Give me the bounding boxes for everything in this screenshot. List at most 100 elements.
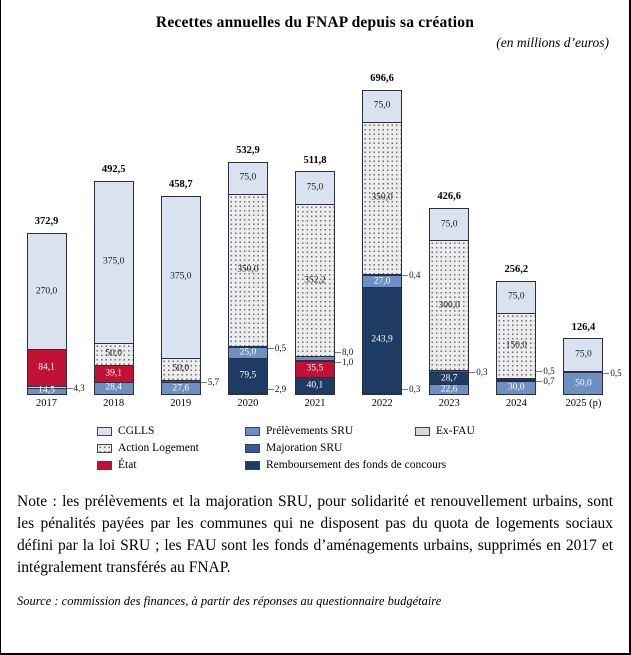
bar-total-label: 458,7 bbox=[168, 179, 193, 191]
bar-total-label: 126,4 bbox=[571, 321, 596, 333]
legend-swatch bbox=[97, 443, 112, 453]
bar-total-label: 492,5 bbox=[101, 164, 126, 176]
segment-cglls: 75,0 bbox=[564, 338, 603, 371]
segment-value-label: 50,0 bbox=[105, 348, 122, 359]
segment-value-label: 28,7 bbox=[440, 372, 458, 383]
bar-stack: 28,4 39,1 50,0 375,0 bbox=[93, 180, 134, 395]
x-axis-label: 2022 bbox=[371, 398, 393, 409]
segment-value-label: 350,0 bbox=[237, 264, 259, 275]
leader-line bbox=[334, 361, 341, 363]
legend-label: CGLLS bbox=[118, 425, 155, 437]
segment-cglls: 75,0 bbox=[363, 89, 402, 123]
leader-line bbox=[603, 372, 610, 374]
segment-value-label: 27,6 bbox=[172, 382, 190, 393]
segment-cglls: 270,0 bbox=[27, 232, 66, 350]
bar-stack: 50,0 75,0 bbox=[563, 338, 604, 395]
x-axis-label: 2020 bbox=[237, 398, 259, 409]
legend-swatch bbox=[245, 460, 260, 470]
bar-slot-2017: 14,5 84,1 270,0 4,3 372,9 bbox=[13, 51, 85, 396]
segment-side-label: 0,3 bbox=[402, 385, 420, 394]
bar-stack: 40,1 35,5 352,2 75,0 bbox=[294, 171, 335, 395]
legend-label: Remboursement des fonds de concours bbox=[266, 459, 447, 471]
x-axis-label: 2023 bbox=[438, 398, 460, 409]
segment-majoration_sru bbox=[228, 392, 267, 394]
segment-value-label: 39,1 bbox=[105, 367, 122, 378]
legend-item-cglls: CGLLS bbox=[97, 425, 245, 437]
legend-label: Prélèvements SRU bbox=[266, 425, 354, 437]
segment-value-label: 375,0 bbox=[102, 256, 125, 267]
segment-cglls: 375,0 bbox=[94, 180, 133, 344]
segment-value-label: 300,0 bbox=[438, 300, 460, 311]
segment-prelevements_sru: 27,6 bbox=[161, 382, 200, 394]
segment-prelevements_sru: 22,6 bbox=[430, 384, 469, 394]
segment-action_logement: 300,0 bbox=[430, 240, 469, 371]
segment-majoration_sru bbox=[295, 359, 334, 362]
legend-item-etat: État bbox=[97, 459, 245, 471]
bar-slot-2020: 79,5 25,0 350,0 75,0 2,9 0,5 532,9 bbox=[214, 51, 286, 395]
segment-prelevements_sru: 14,5 bbox=[27, 385, 66, 396]
bar-slot-2024: 30,0 150,0 75,0 0,7 0,5 256,2 bbox=[483, 51, 555, 395]
segment-value-label: 150,0 bbox=[505, 340, 527, 351]
segment-side-label: 4,3 bbox=[66, 383, 85, 393]
leader-line bbox=[536, 371, 543, 373]
segment-action_logement: 150,0 bbox=[497, 313, 536, 379]
bar-stack: 22,6 28,7 300,0 75,0 bbox=[429, 207, 470, 395]
legend: CGLLS Prélèvements SRU Ex-FAU Action Logeme… bbox=[97, 425, 629, 471]
bar-slot-2022: 243,9 27,0 350,0 75,0 0,3 0,4 696,6 bbox=[349, 51, 420, 395]
segment-value-label: 75,0 bbox=[373, 100, 391, 111]
x-axis-label: 2019 bbox=[170, 398, 192, 409]
segment-value-label: 75,0 bbox=[440, 218, 458, 229]
segment-value-label: 75,0 bbox=[508, 291, 525, 302]
x-axis-label: 2021 bbox=[304, 398, 326, 409]
legend-item-majoration_sru: Majoration SRU bbox=[245, 442, 415, 454]
segment-action_logement: 50,0 bbox=[94, 343, 133, 365]
leader-line bbox=[200, 381, 207, 383]
legend-swatch bbox=[245, 443, 260, 453]
leader-line bbox=[334, 351, 341, 353]
legend-item-action_logement: Action Logement bbox=[97, 442, 245, 454]
leader-line bbox=[267, 347, 274, 349]
segment-value-label: 50,0 bbox=[575, 377, 592, 388]
segment-cglls: 75,0 bbox=[430, 207, 469, 241]
x-axis-label: 2024 bbox=[505, 398, 527, 409]
segment-majoration_sru bbox=[497, 379, 536, 382]
bar-stack: 79,5 25,0 350,0 75,0 bbox=[227, 161, 268, 395]
segment-prelevements_sru: 25,0 bbox=[228, 347, 267, 359]
leader-line bbox=[267, 389, 274, 390]
legend-item-ex_fau: Ex-FAU bbox=[415, 425, 629, 437]
bar-total-label: 426,6 bbox=[437, 191, 462, 203]
legend-swatch bbox=[415, 426, 430, 436]
segment-side-label: 0,4 bbox=[402, 271, 420, 280]
segment-etat: 35,5 bbox=[295, 361, 334, 377]
bar-total-label: 511,8 bbox=[303, 154, 327, 166]
segment-value-label: 75,0 bbox=[575, 349, 592, 360]
segment-cglls: 375,0 bbox=[161, 195, 200, 358]
bar-stack: 27,6 50,0 375,0 bbox=[160, 195, 201, 395]
segment-cglls: 75,0 bbox=[497, 280, 536, 314]
segment-side-label: 0,5 bbox=[536, 367, 555, 376]
segment-value-label: 84,1 bbox=[38, 362, 55, 373]
segment-value-label: 270,0 bbox=[35, 285, 58, 296]
bar-stack: 14,5 84,1 270,0 bbox=[26, 232, 67, 396]
segment-value-label: 79,5 bbox=[239, 370, 257, 381]
bar-total-label: 696,6 bbox=[370, 73, 394, 85]
bar-slot-2018: 28,4 39,1 50,0 375,0 492,5 bbox=[80, 51, 147, 395]
bar-slot-2021: 40,1 35,5 352,2 75,0 1,0 8,0 511,8 bbox=[281, 51, 353, 395]
segment-etat bbox=[363, 392, 402, 394]
segment-side-label: 0,5 bbox=[603, 368, 622, 378]
legend-label: Action Logement bbox=[118, 442, 199, 454]
x-axis: 2017 2018 2019 2020 2021 2022 2023 2024 2025 (p) bbox=[13, 398, 617, 409]
segment-majoration_sru bbox=[430, 370, 469, 372]
segment-remboursement_fonds_concours: 28,7 bbox=[430, 371, 469, 385]
leader-line bbox=[402, 275, 409, 277]
bar-slot-2019: 27,6 50,0 375,0 5,7 458,7 bbox=[147, 51, 219, 395]
segment-prelevements_sru: 27,0 bbox=[363, 275, 402, 287]
segment-action_logement: 50,0 bbox=[161, 357, 200, 380]
segment-value-label: 14,5 bbox=[38, 385, 55, 396]
segment-value-label: 25,0 bbox=[239, 347, 257, 358]
segment-value-label: 27,0 bbox=[373, 275, 391, 286]
leader-line bbox=[402, 389, 409, 390]
segment-etat: 39,1 bbox=[94, 364, 133, 382]
segment-action_logement: 350,0 bbox=[363, 122, 402, 274]
